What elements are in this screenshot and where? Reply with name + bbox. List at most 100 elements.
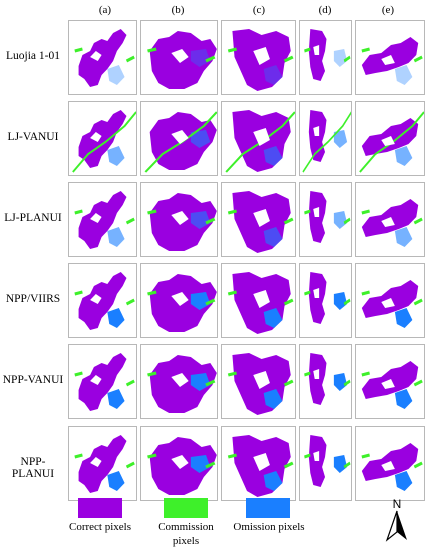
omission-region: [333, 211, 348, 229]
gap-region: [253, 290, 270, 308]
row-label-lj-planui: LJ-PLANUI: [4, 212, 62, 224]
row-label-luojia: Luojia 1-01: [6, 50, 60, 62]
correct-region: [78, 353, 127, 411]
commission-region: [227, 453, 294, 469]
gap-region: [313, 45, 320, 55]
gap-region: [171, 211, 189, 225]
column-label-d: (d): [318, 4, 332, 16]
map-panel-2-c: [221, 101, 296, 176]
legend-label-commission-2: pixels: [172, 535, 200, 547]
commission-region: [304, 453, 351, 469]
row-label-npp-vanui: NPP-VANUI: [2, 374, 64, 386]
omission-region: [263, 146, 283, 166]
map-panel-3-a: [68, 182, 137, 257]
gap-region: [253, 128, 270, 146]
commission-region: [147, 47, 216, 63]
omission-region: [190, 292, 211, 310]
map-image: [147, 355, 217, 413]
commission-region: [304, 47, 351, 63]
map-image: [361, 280, 423, 328]
map-image: [74, 29, 135, 87]
gap-region: [90, 375, 102, 385]
map-image: [147, 31, 217, 89]
gap-region: [381, 217, 395, 227]
omission-region: [263, 65, 283, 85]
commission-region: [361, 209, 423, 225]
map-image: [147, 193, 217, 251]
omission-region: [394, 389, 413, 409]
map-panel-1-a: [68, 20, 137, 95]
gap-region: [90, 51, 102, 61]
commission-region: [361, 290, 423, 306]
map-panel-4-b: [140, 263, 218, 338]
commission-region: [147, 371, 216, 387]
map-panel-1-d: [299, 20, 352, 95]
commission-region: [227, 290, 294, 306]
map-panel-6-a: [68, 426, 137, 501]
map-image: [304, 191, 351, 243]
map-panel-2-b: [140, 101, 218, 176]
legend-swatch-omission: [246, 498, 290, 518]
map-image: [304, 272, 351, 324]
gap-region: [171, 49, 189, 63]
gap-region: [253, 371, 270, 389]
map-image: [361, 37, 423, 85]
map-image: [361, 443, 423, 491]
gap-region: [381, 379, 395, 389]
gap-region: [90, 132, 102, 142]
map-image: [302, 110, 351, 173]
map-panel-4-e: [355, 263, 425, 338]
map-image: [304, 435, 351, 487]
gap-region: [171, 455, 189, 469]
commission-region: [74, 209, 135, 225]
map-image: [225, 110, 295, 173]
omission-region: [263, 389, 283, 409]
commission-region: [74, 290, 135, 306]
map-panel-2-a: [68, 101, 137, 176]
row-label-npp-planui: NPP-PLANUI: [11, 456, 55, 480]
map-panel-4-c: [221, 263, 296, 338]
map-image: [227, 29, 294, 91]
column-label-a: (a): [98, 4, 112, 16]
map-image: [147, 274, 217, 332]
gap-region: [90, 213, 102, 223]
omission-region: [333, 130, 348, 148]
row-label-lj-vanui: LJ-VANUI: [7, 131, 59, 143]
omission-region: [263, 308, 283, 328]
gap-region: [313, 369, 320, 379]
omission-region: [394, 471, 413, 491]
north-arrow-icon: N: [385, 497, 407, 542]
correct-region: [78, 272, 127, 330]
commission-region: [72, 111, 136, 173]
gap-region: [313, 207, 320, 217]
map-image: [361, 199, 423, 247]
map-image: [74, 191, 135, 249]
map-panel-3-c: [221, 182, 296, 257]
map-panel-2-e: [355, 101, 425, 176]
omission-region: [333, 292, 348, 310]
legend-label-commission-1: Commission: [158, 521, 214, 533]
omission-region: [394, 308, 413, 328]
omission-region: [107, 146, 125, 166]
omission-region: [394, 227, 413, 247]
map-image: [74, 435, 135, 493]
correct-region: [78, 29, 127, 87]
map-panel-3-b: [140, 182, 218, 257]
gap-region: [253, 209, 270, 227]
north-arrow: N: [382, 496, 412, 542]
gap-region: [313, 451, 320, 461]
map-panel-3-d: [299, 182, 352, 257]
gap-region: [253, 453, 270, 471]
map-panel-5-c: [221, 344, 296, 419]
correct-region: [78, 191, 127, 249]
gap-region: [381, 136, 395, 146]
map-panel-5-d: [299, 344, 352, 419]
map-image: [359, 111, 424, 173]
map-panel-6-b: [140, 426, 218, 501]
omission-region: [190, 455, 211, 473]
omission-region: [190, 49, 211, 67]
omission-region: [190, 211, 211, 229]
commission-region: [74, 47, 135, 63]
map-panel-1-c: [221, 20, 296, 95]
omission-region: [107, 308, 125, 328]
